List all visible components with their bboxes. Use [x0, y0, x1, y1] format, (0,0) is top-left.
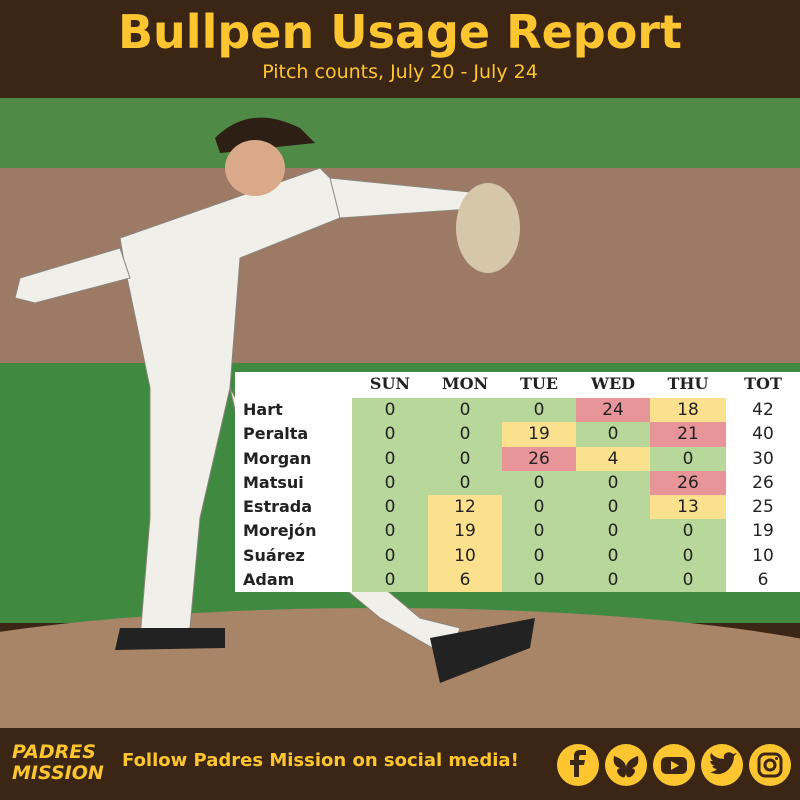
footer-text: Follow Padres Mission on social media!: [122, 750, 519, 771]
player-name: Peralta: [243, 424, 309, 444]
twitter-icon[interactable]: [701, 744, 743, 786]
pitch-count-cell: 0: [502, 519, 576, 544]
total-cell: 40: [752, 424, 774, 445]
column-header: MON: [441, 374, 489, 393]
pitch-count-cell: 0: [352, 470, 428, 495]
header: Bullpen Usage Report Pitch counts, July …: [0, 0, 800, 98]
pitch-count-cell: 26: [650, 470, 726, 495]
pitch-count-cell: 0: [576, 422, 650, 447]
instagram-icon[interactable]: [749, 744, 791, 786]
player-name: Matsui: [243, 472, 304, 492]
pitch-count-cell: 0: [576, 543, 650, 568]
pitch-count-cell: 6: [428, 567, 502, 592]
pitch-count-cell: 26: [502, 446, 576, 471]
pitch-count-cell: 0: [428, 398, 502, 423]
player-name: Morejón: [243, 521, 317, 541]
pitch-count-cell: 0: [352, 543, 428, 568]
column-header: TOT: [744, 374, 782, 393]
total-cell: 19: [752, 521, 774, 542]
pitch-count-cell: 13: [650, 495, 726, 520]
pitch-count-cell: 18: [650, 398, 726, 423]
social-icons: [557, 744, 791, 786]
pitch-count-cell: 10: [428, 543, 502, 568]
total-cell: 30: [752, 448, 774, 469]
facebook-icon[interactable]: [557, 744, 599, 786]
pitch-count-cell: 21: [650, 422, 726, 447]
pitch-count-cell: 0: [576, 519, 650, 544]
pitch-count-cell: 0: [352, 422, 428, 447]
pitch-count-cell: 0: [352, 567, 428, 592]
column-header: TUE: [519, 374, 559, 393]
logo: PADRES MISSION: [12, 742, 104, 784]
total-cell: 25: [752, 497, 774, 517]
footer: PADRES MISSION Follow Padres Mission on …: [0, 728, 800, 800]
pitch-count-cell: 0: [352, 495, 428, 520]
photo: [0, 98, 800, 728]
pitch-count-cell: 0: [428, 422, 502, 447]
column-header: WED: [590, 374, 636, 393]
pitch-count-cell: 0: [502, 495, 576, 520]
logo-line: MISSION: [12, 762, 104, 784]
pitch-count-cell: 0: [650, 543, 726, 568]
column-header: SUN: [369, 374, 411, 393]
pitch-count-cell: 0: [576, 470, 650, 495]
player-name: Morgan: [243, 448, 312, 468]
pitch-count-cell: 24: [576, 398, 650, 423]
pitch-count-cell: 19: [502, 422, 576, 447]
pitch-count-cell: 0: [352, 446, 428, 471]
bluesky-icon[interactable]: [605, 744, 647, 786]
pitch-count-cell: 0: [650, 567, 726, 592]
pitch-count-cell: 0: [428, 470, 502, 495]
pitch-count-cell: 0: [352, 398, 428, 423]
pitch-count-cell: 4: [576, 446, 650, 471]
player-name: Hart: [243, 400, 283, 419]
pitch-count-cell: 0: [502, 398, 576, 423]
player-name: Suárez: [243, 545, 305, 565]
pitch-count-cell: 12: [428, 495, 502, 520]
column-header: THU: [667, 374, 709, 393]
pitch-count-cell: 0: [650, 446, 726, 471]
youtube-icon[interactable]: [653, 744, 695, 786]
pitch-count-cell: 0: [502, 543, 576, 568]
player-name: Adam: [243, 569, 295, 589]
title: Bullpen Usage Report: [118, 5, 682, 59]
pitch-count-cell: 0: [502, 470, 576, 495]
total-cell: 26: [752, 472, 774, 493]
player-name: Estrada: [243, 497, 313, 516]
pitch-count-cell: 19: [428, 519, 502, 544]
pitch-count-cell: 0: [576, 567, 650, 592]
subtitle: Pitch counts, July 20 - July 24: [262, 61, 538, 83]
pitch-count-table: SUN MON TUE WED THU TOT Hart 0 0 0 24 18 42 Peralta 0 0…: [235, 372, 800, 592]
pitch-count-cell: 0: [502, 567, 576, 592]
total-cell: 6: [757, 569, 769, 590]
pitch-count-cell: 0: [650, 519, 726, 544]
logo-line: PADRES: [12, 741, 96, 763]
total-cell: 42: [752, 400, 774, 420]
pitch-count-cell: 0: [352, 519, 428, 544]
pitch-count-cell: 0: [428, 446, 502, 471]
total-cell: 10: [752, 545, 774, 566]
pitch-count-cell: 0: [576, 495, 650, 520]
